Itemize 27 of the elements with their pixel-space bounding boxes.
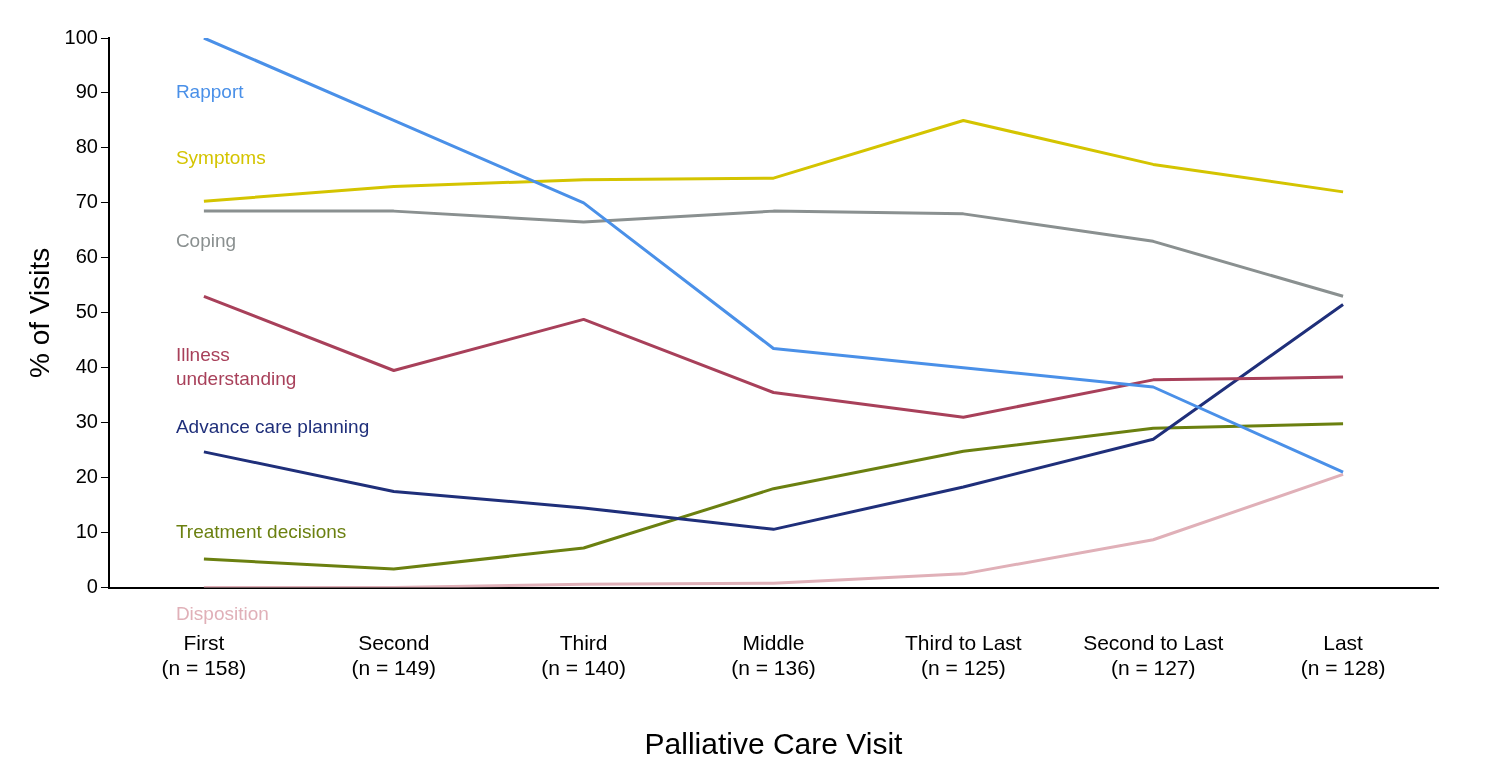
x-tick-label: Second (n = 149)	[351, 631, 437, 680]
x-tick-label: Second to Last (n = 127)	[1083, 631, 1224, 680]
x-tick-label: Third (n = 140)	[541, 631, 626, 680]
x-tick-label: Last (n = 128)	[1300, 631, 1386, 680]
x-axis-title: Palliative Care Visit	[644, 727, 904, 761]
series-label: Rapport	[175, 81, 245, 103]
y-tick-label: 20	[75, 465, 98, 488]
y-tick-label: 100	[64, 25, 98, 48]
y-tick-label: 0	[86, 575, 98, 598]
series-label: Advance care planning	[175, 416, 370, 438]
series-label: Illness understanding	[175, 343, 297, 389]
y-tick-label: 50	[75, 300, 98, 323]
x-tick-label: First (n = 158)	[161, 631, 247, 680]
y-tick-label: 60	[75, 245, 98, 268]
y-axis-title: % of Visits	[23, 247, 55, 378]
series-label: Treatment decisions	[175, 520, 347, 542]
y-tick-label: 10	[75, 520, 98, 543]
series-label: Symptoms	[175, 147, 266, 169]
x-tick-label: Middle (n = 136)	[731, 631, 816, 680]
y-tick-label: 40	[75, 355, 98, 378]
x-tick-label: Third to Last (n = 125)	[904, 631, 1022, 680]
series-label: Disposition	[175, 603, 269, 625]
y-tick-label: 80	[75, 135, 98, 158]
y-tick-label: 30	[75, 410, 98, 433]
series-label: Coping	[175, 229, 237, 251]
y-tick-label: 90	[75, 80, 98, 103]
y-tick-label: 70	[75, 190, 98, 213]
